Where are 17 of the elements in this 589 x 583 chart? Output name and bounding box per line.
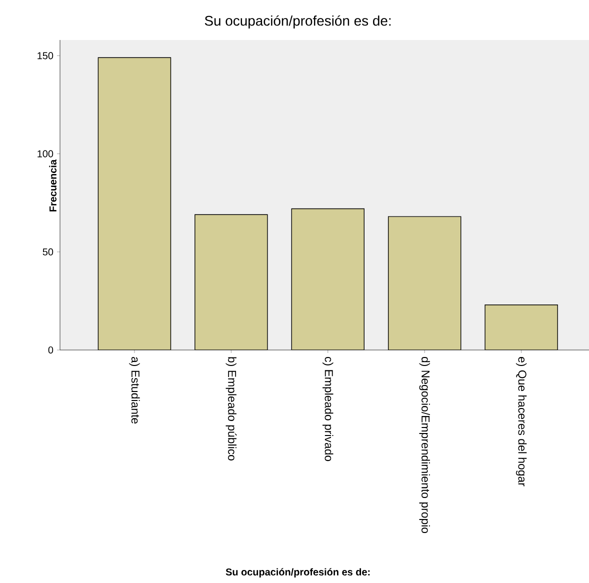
- y-tick-label: 150: [38, 52, 54, 60]
- bar: [388, 216, 462, 350]
- x-tick-label: a) Estudiante: [129, 357, 140, 424]
- bar: [194, 214, 268, 350]
- chart-title: Su ocupación/profesión es de:: [204, 15, 391, 28]
- x-tick-label: e) Que haceres del hogar: [516, 357, 527, 486]
- y-axis-title: Frecuencia: [49, 159, 56, 212]
- x-tick-label: d) Negocio/Emprendimiento propio: [419, 357, 430, 534]
- bar: [484, 304, 558, 350]
- y-tick-label: 0: [48, 346, 54, 354]
- y-tick-label: 50: [42, 248, 54, 256]
- x-tick-label: c) Empleado privado: [322, 357, 334, 462]
- bar: [291, 208, 364, 350]
- bar: [98, 57, 172, 350]
- y-tick-label: 100: [38, 150, 54, 158]
- x-tick-label: b) Empleado público: [226, 357, 237, 460]
- x-axis-title: Su ocupación/profesión es de:: [226, 568, 370, 578]
